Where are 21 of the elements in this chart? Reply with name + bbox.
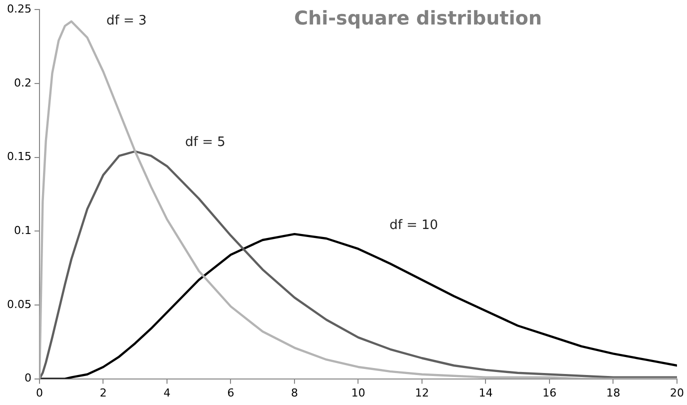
series-label: df = 3 xyxy=(106,13,147,28)
x-tick-label: 16 xyxy=(542,386,556,400)
y-tick-label: 0.1 xyxy=(14,224,32,237)
y-tick-label: 0 xyxy=(24,372,32,385)
series-label: df = 5 xyxy=(185,135,226,150)
x-tick-label: 6 xyxy=(227,386,234,400)
y-tick-label: 0.05 xyxy=(6,298,32,311)
y-tick-label: 0.2 xyxy=(14,76,32,90)
x-tick-label: 4 xyxy=(163,386,170,400)
x-tick-label: 8 xyxy=(290,386,298,400)
x-tick-label: 10 xyxy=(351,386,366,400)
x-tick-label: 18 xyxy=(606,386,620,400)
x-tick-label: 12 xyxy=(414,386,429,400)
x-tick-label: 20 xyxy=(670,386,684,400)
chart-title: Chi-square distribution xyxy=(294,7,542,30)
x-tick-label: 0 xyxy=(36,386,43,400)
x-tick-label: 2 xyxy=(100,386,107,400)
x-tick-label: 14 xyxy=(478,386,493,400)
text: df = 10 xyxy=(389,218,438,233)
y-tick-label: 0.25 xyxy=(6,2,32,16)
y-tick-label: 0.15 xyxy=(6,150,32,164)
